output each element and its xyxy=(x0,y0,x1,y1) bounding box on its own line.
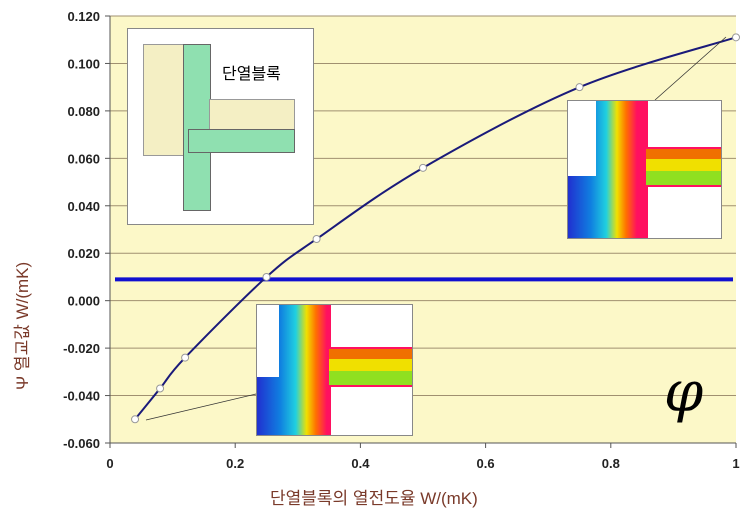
data-point xyxy=(156,384,165,393)
data-point xyxy=(262,272,271,281)
psi-logo-icon: φ xyxy=(664,360,704,425)
arrow-low xyxy=(145,393,257,421)
y-tick-label: 0.120 xyxy=(67,9,100,24)
annotation-insulation-block: 단열블록 xyxy=(222,66,281,83)
x-tick-label: 0.8 xyxy=(602,456,620,471)
data-point xyxy=(131,415,140,424)
thermal-simulation-low xyxy=(256,304,413,436)
y-tick-label: 0.000 xyxy=(67,294,100,309)
x-tick-label: 0 xyxy=(106,456,113,471)
data-point xyxy=(732,33,740,42)
x-axis-label: 단열블록의 열전도율 W/(mK) xyxy=(270,489,478,508)
data-point xyxy=(312,234,321,243)
x-tick-label: 1 xyxy=(732,456,739,471)
thermal-simulation-high xyxy=(567,100,722,239)
y-tick-label: -0.060 xyxy=(63,436,100,451)
y-tick-label: 0.040 xyxy=(67,199,100,214)
y-tick-label: 0.020 xyxy=(67,246,100,261)
x-tick-label: 0.2 xyxy=(226,456,244,471)
x-tick-label: 0.4 xyxy=(351,456,370,471)
data-point xyxy=(181,353,190,362)
construction-detail-inset xyxy=(127,28,314,225)
data-point xyxy=(575,83,584,92)
x-tick-label: 0.6 xyxy=(477,456,495,471)
arrow-high xyxy=(654,36,727,101)
y-tick-label: -0.020 xyxy=(63,341,100,356)
y-tick-label: 0.060 xyxy=(67,151,100,166)
y-tick-label: -0.040 xyxy=(63,389,100,404)
y-tick-label: 0.080 xyxy=(67,104,100,119)
data-point xyxy=(419,163,427,172)
y-tick-label: 0.100 xyxy=(67,56,100,71)
y-axis-label: Ψ 열교값 W/(mK) xyxy=(13,261,32,390)
